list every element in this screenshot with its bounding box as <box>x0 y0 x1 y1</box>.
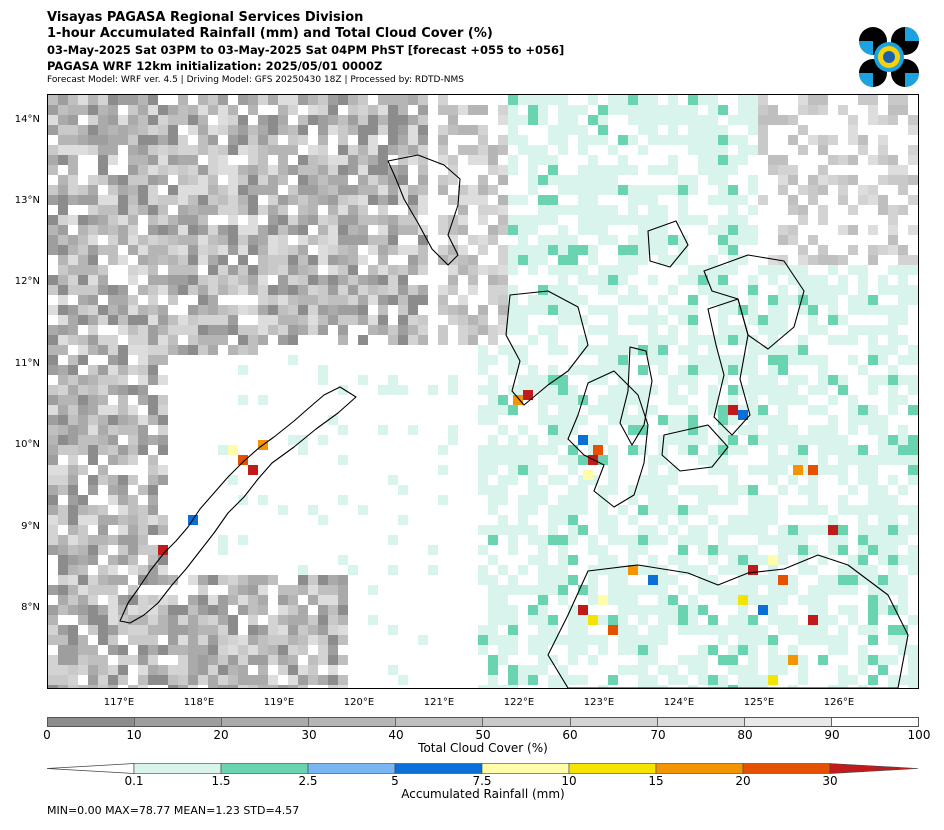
cloud-bin-3 <box>309 718 397 726</box>
lon-label-121: 121°E <box>423 697 455 708</box>
title-initialization: PAGASA WRF 12km initialization: 2025/05/… <box>47 59 383 73</box>
rain-tick-30: 30 <box>822 774 838 788</box>
rain-colorbar-title: Accumulated Rainfall (mm) <box>401 787 565 801</box>
rain-extend-low <box>47 763 135 774</box>
rain-bin-0 <box>133 763 222 774</box>
cloud-bin-0 <box>48 718 136 726</box>
coastline-cebu <box>619 346 653 446</box>
rain-tick-10: 10 <box>561 774 577 788</box>
map-panel <box>47 94 919 689</box>
cloud-tick-0: 0 <box>43 728 51 742</box>
lat-label-9: 9°N <box>21 521 40 532</box>
coastline-panay <box>505 290 589 406</box>
lon-label-124: 124°E <box>663 697 695 708</box>
title-valid-time: 03-May-2025 Sat 03PM to 03-May-2025 Sat … <box>47 43 565 57</box>
cloud-cover-colorbar <box>47 717 919 727</box>
cloud-tick-20: 20 <box>213 728 229 742</box>
rain-bin-5 <box>568 763 657 774</box>
coastline-palawan <box>119 386 357 624</box>
lon-label-126: 126°E <box>823 697 855 708</box>
cloud-tick-70: 70 <box>650 728 666 742</box>
cloud-tick-30: 30 <box>301 728 317 742</box>
cloud-bin-9 <box>831 718 918 726</box>
rain-tick-7.5: 7.5 <box>472 774 492 788</box>
cloud-bin-7 <box>657 718 745 726</box>
lon-label-119: 119°E <box>263 697 295 708</box>
rain-bin-7 <box>742 763 831 774</box>
rain-tick-2.5: 2.5 <box>298 774 318 788</box>
cloud-bin-6 <box>570 718 658 726</box>
coastline-negros <box>567 370 649 508</box>
coastline-bohol <box>661 424 729 472</box>
cloud-tick-10: 10 <box>126 728 142 742</box>
cloud-bin-2 <box>222 718 310 726</box>
lon-label-117: 117°E <box>103 697 135 708</box>
lat-label-10: 10°N <box>14 439 40 450</box>
rain-tick-0.1: 0.1 <box>124 774 144 788</box>
rain-bin-2 <box>307 763 396 774</box>
rainfall-cloud-map <box>48 95 918 688</box>
model-info: Forecast Model: WRF ver. 4.5 | Driving M… <box>47 75 464 85</box>
rainfall-colorbar <box>47 763 919 774</box>
lat-label-13: 13°N <box>14 195 40 206</box>
rain-tick-1.5: 1.5 <box>211 774 231 788</box>
cloud-tick-60: 60 <box>562 728 578 742</box>
coastline-masbate <box>647 220 689 268</box>
lat-label-11: 11°N <box>14 358 40 369</box>
cloud-bin-8 <box>744 718 832 726</box>
title-main: Visayas PAGASA Regional Services Divisio… <box>47 10 364 25</box>
rain-tick-20: 20 <box>735 774 751 788</box>
coastline-mindoro <box>387 154 461 266</box>
rain-extend-high <box>829 763 919 774</box>
cloud-tick-90: 90 <box>824 728 840 742</box>
lat-label-8: 8°N <box>21 602 40 613</box>
lat-label-12: 12°N <box>14 276 40 287</box>
pagasa-logo <box>858 26 920 88</box>
rain-bin-1 <box>220 763 309 774</box>
cloud-bin-5 <box>483 718 571 726</box>
rain-bin-6 <box>655 763 744 774</box>
rain-bin-3 <box>394 763 483 774</box>
statistics-line: MIN=0.00 MAX=78.77 MEAN=1.23 STD=4.57 <box>47 804 300 817</box>
rain-bin-4 <box>481 763 570 774</box>
lon-label-123: 123°E <box>583 697 615 708</box>
lat-label-14: 14°N <box>14 114 40 125</box>
rain-tick-15: 15 <box>648 774 664 788</box>
cloud-bin-1 <box>135 718 223 726</box>
title-product: 1-hour Accumulated Rainfall (mm) and Tot… <box>47 26 493 41</box>
cloud-tick-80: 80 <box>737 728 753 742</box>
cloud-tick-100: 100 <box>907 728 931 742</box>
cloud-bin-4 <box>396 718 484 726</box>
rain-tick-5: 5 <box>391 774 399 788</box>
lon-label-118: 118°E <box>183 697 215 708</box>
lon-label-125: 125°E <box>743 697 775 708</box>
coastline-samar <box>703 254 805 350</box>
cloud-colorbar-title: Total Cloud Cover (%) <box>418 741 548 755</box>
lon-label-120: 120°E <box>343 697 375 708</box>
coastline-mindanao <box>547 554 909 688</box>
lon-label-122: 122°E <box>503 697 535 708</box>
cloud-tick-50: 50 <box>475 728 491 742</box>
cloud-tick-40: 40 <box>388 728 404 742</box>
